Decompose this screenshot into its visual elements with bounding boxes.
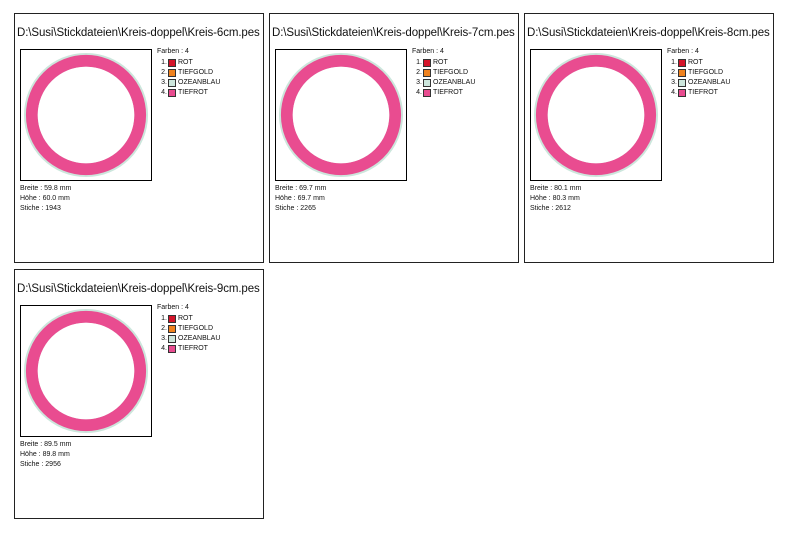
design-file-path: D:\Susi\Stickdateien\Kreis-doppel\Kreis-… [17, 283, 260, 295]
design-stitches: Stiche : 2612 [530, 205, 571, 212]
color-name: ROT [688, 59, 703, 66]
color-name: TIEFROT [688, 89, 718, 96]
color-row-3: 3. OZEANBLAU [671, 79, 731, 87]
color-swatch-tiefgold [423, 69, 431, 77]
color-swatch-rot [423, 59, 431, 67]
color-name: TIEFGOLD [178, 69, 214, 76]
color-name: TIEFROT [433, 89, 463, 96]
design-width: Breite : 59.8 mm [20, 185, 72, 192]
color-name: OZEANBLAU [178, 79, 221, 86]
color-row-3: 3. OZEANBLAU [161, 79, 221, 87]
design-preview [20, 305, 152, 437]
design-height: Höhe : 89.8 mm [20, 451, 70, 458]
color-row-3: 3. OZEANBLAU [416, 79, 476, 87]
color-swatch-tiefrot [678, 89, 686, 97]
color-legend: Farben : 4 1. ROT 2. TIEFGOLD 3. OZEANBL… [667, 47, 730, 98]
design-stats: Breite : 80.1 mm Höhe : 80.3 mm Stiche :… [530, 184, 581, 214]
color-name: TIEFGOLD [178, 325, 214, 332]
color-name: TIEFROT [178, 89, 208, 96]
design-stats: Breite : 69.7 mm Höhe : 69.7 mm Stiche :… [275, 184, 326, 214]
color-swatch-tiefrot [168, 89, 176, 97]
circle-design-image [23, 308, 149, 434]
color-row-4: 4. TIEFROT [671, 89, 718, 97]
design-width: Breite : 89.5 mm [20, 441, 72, 448]
color-name: ROT [433, 59, 448, 66]
color-swatch-tiefgold [168, 325, 176, 333]
color-swatch-ozeanblau [423, 79, 431, 87]
color-row-2: 2. TIEFGOLD [161, 325, 214, 333]
design-height: Höhe : 60.0 mm [20, 195, 70, 202]
design-height: Höhe : 80.3 mm [530, 195, 580, 202]
color-name: TIEFROT [178, 345, 208, 352]
colors-count-label: Farben : 4 [157, 304, 189, 311]
design-preview [20, 49, 152, 181]
color-swatch-rot [168, 59, 176, 67]
color-swatch-tiefrot [423, 89, 431, 97]
color-row-2: 2. TIEFGOLD [161, 69, 214, 77]
color-row-1: 1. ROT [416, 59, 448, 67]
design-width: Breite : 69.7 mm [275, 185, 327, 192]
design-stats: Breite : 89.5 mm Höhe : 89.8 mm Stiche :… [20, 440, 71, 470]
colors-count-label: Farben : 4 [412, 48, 444, 55]
color-name: OZEANBLAU [178, 335, 221, 342]
design-file-path: D:\Susi\Stickdateien\Kreis-doppel\Kreis-… [272, 27, 515, 39]
colors-count-label: Farben : 4 [157, 48, 189, 55]
design-card-kreis-6cm[interactable]: D:\Susi\Stickdateien\Kreis-doppel\Kreis-… [14, 13, 264, 263]
design-stitches: Stiche : 2956 [20, 461, 61, 468]
color-name: OZEANBLAU [433, 79, 476, 86]
color-row-3: 3. OZEANBLAU [161, 335, 221, 343]
design-preview [275, 49, 407, 181]
color-swatch-tiefrot [168, 345, 176, 353]
color-name: OZEANBLAU [688, 79, 731, 86]
circle-design-image [23, 52, 149, 178]
circle-design-image [278, 52, 404, 178]
color-swatch-tiefgold [168, 69, 176, 77]
color-legend: Farben : 4 1. ROT 2. TIEFGOLD 3. OZEANBL… [412, 47, 475, 98]
color-legend: Farben : 4 1. ROT 2. TIEFGOLD 3. OZEANBL… [157, 303, 220, 354]
color-name: TIEFGOLD [433, 69, 469, 76]
design-file-path: D:\Susi\Stickdateien\Kreis-doppel\Kreis-… [527, 27, 770, 39]
circle-design-image [533, 52, 659, 178]
color-swatch-rot [168, 315, 176, 323]
color-swatch-rot [678, 59, 686, 67]
colors-count-label: Farben : 4 [667, 48, 699, 55]
color-row-4: 4. TIEFROT [161, 89, 208, 97]
design-height: Höhe : 69.7 mm [275, 195, 325, 202]
color-legend: Farben : 4 1. ROT 2. TIEFGOLD 3. OZEANBL… [157, 47, 220, 98]
design-preview [530, 49, 662, 181]
design-width: Breite : 80.1 mm [530, 185, 582, 192]
color-swatch-ozeanblau [168, 79, 176, 87]
design-stitches: Stiche : 1943 [20, 205, 61, 212]
color-row-1: 1. ROT [161, 315, 193, 323]
color-name: ROT [178, 315, 193, 322]
design-card-kreis-9cm[interactable]: D:\Susi\Stickdateien\Kreis-doppel\Kreis-… [14, 269, 264, 519]
color-swatch-tiefgold [678, 69, 686, 77]
color-row-2: 2. TIEFGOLD [671, 69, 724, 77]
color-swatch-ozeanblau [168, 335, 176, 343]
design-card-kreis-8cm[interactable]: D:\Susi\Stickdateien\Kreis-doppel\Kreis-… [524, 13, 774, 263]
color-row-4: 4. TIEFROT [161, 345, 208, 353]
color-row-2: 2. TIEFGOLD [416, 69, 469, 77]
color-row-1: 1. ROT [671, 59, 703, 67]
color-row-4: 4. TIEFROT [416, 89, 463, 97]
color-name: ROT [178, 59, 193, 66]
design-stitches: Stiche : 2265 [275, 205, 316, 212]
color-swatch-ozeanblau [678, 79, 686, 87]
design-stats: Breite : 59.8 mm Höhe : 60.0 mm Stiche :… [20, 184, 71, 214]
design-file-path: D:\Susi\Stickdateien\Kreis-doppel\Kreis-… [17, 27, 260, 39]
color-row-1: 1. ROT [161, 59, 193, 67]
color-name: TIEFGOLD [688, 69, 724, 76]
design-card-kreis-7cm[interactable]: D:\Susi\Stickdateien\Kreis-doppel\Kreis-… [269, 13, 519, 263]
